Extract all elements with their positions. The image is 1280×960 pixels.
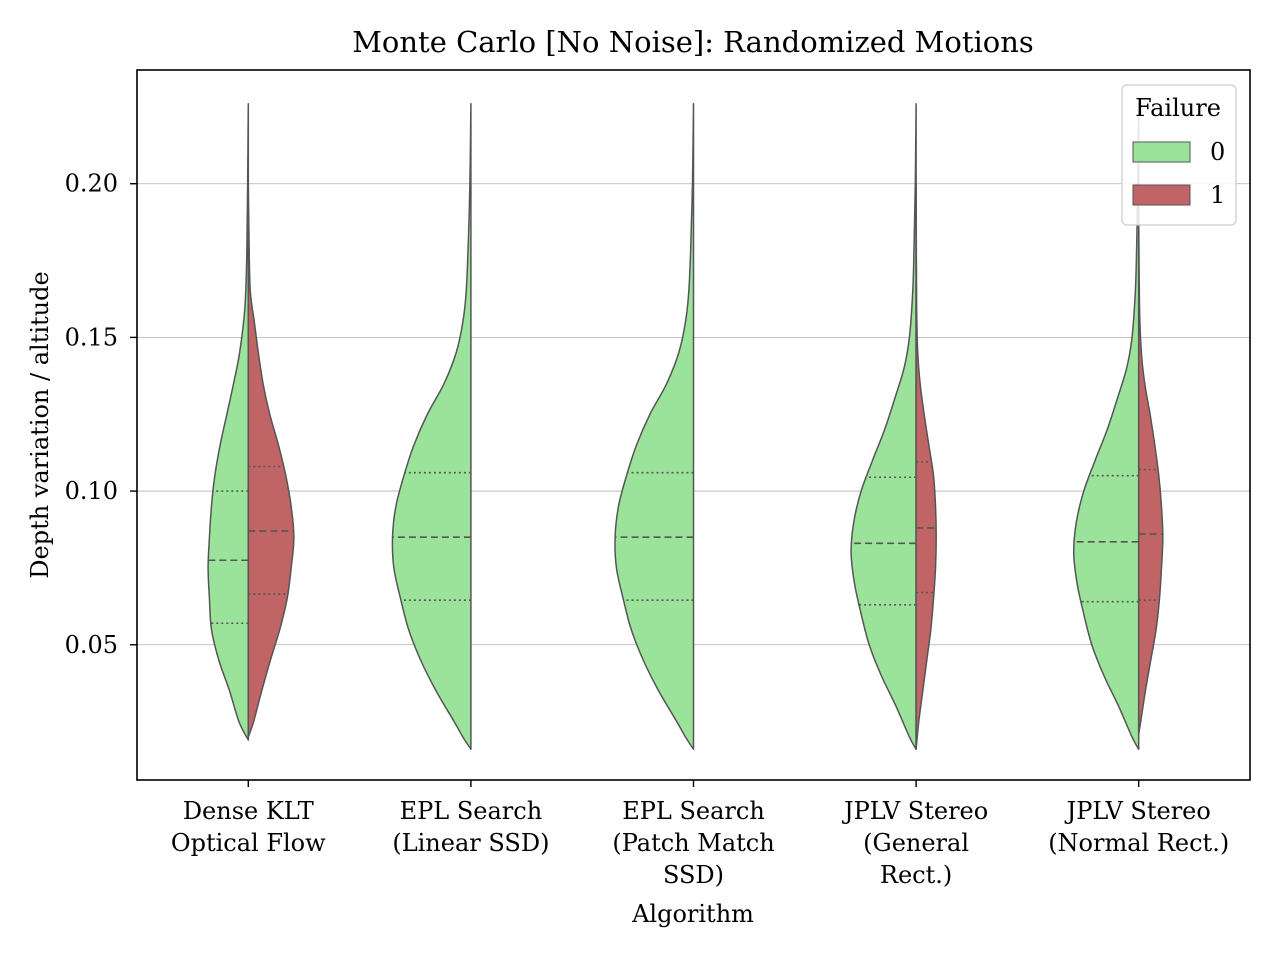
y-axis-label: Depth variation / altitude <box>26 271 54 578</box>
x-tick-label: JPLV Stereo (Normal Rect.) <box>1048 797 1229 857</box>
violin-left-1 <box>391 103 472 751</box>
x-tick-label: EPL Search (Linear SSD) <box>392 797 549 857</box>
x-axis-ticks: Dense KLT Optical Flow EPL Search (Linear S… <box>171 780 1229 889</box>
legend-swatch-0 <box>1132 141 1191 163</box>
violin-left-0 <box>207 103 250 741</box>
legend-label-1: 1 <box>1210 181 1225 209</box>
violin-left-4 <box>1072 103 1140 751</box>
chart-title: Monte Carlo [No Noise]: Randomized Motio… <box>352 25 1034 59</box>
violin-left-2 <box>614 103 695 751</box>
violin-right-3 <box>915 182 937 751</box>
x-tick-label: EPL Search (Patch Match SSD) <box>612 797 774 889</box>
x-tick-label: JPLV Stereo (General Rect.) <box>841 797 988 889</box>
y-tick-label: 0.10 <box>65 477 118 505</box>
y-tick-label: 0.20 <box>65 170 118 198</box>
y-axis-ticks: 0.05 0.10 0.15 0.20 <box>65 170 137 659</box>
legend: Failure 0 1 <box>1121 84 1237 226</box>
violin-right-0 <box>247 182 295 738</box>
y-tick-label: 0.15 <box>65 323 118 351</box>
y-tick-label: 0.05 <box>65 631 118 659</box>
violin-right-4 <box>1137 213 1164 735</box>
legend-label-0: 0 <box>1210 138 1225 166</box>
violin-left-3 <box>850 103 917 751</box>
violins <box>207 103 1164 751</box>
x-axis-label: Algorithm <box>631 900 754 928</box>
x-tick-label: Dense KLT Optical Flow <box>171 797 326 857</box>
legend-title: Failure <box>1135 94 1221 122</box>
legend-swatch-1 <box>1132 184 1191 206</box>
